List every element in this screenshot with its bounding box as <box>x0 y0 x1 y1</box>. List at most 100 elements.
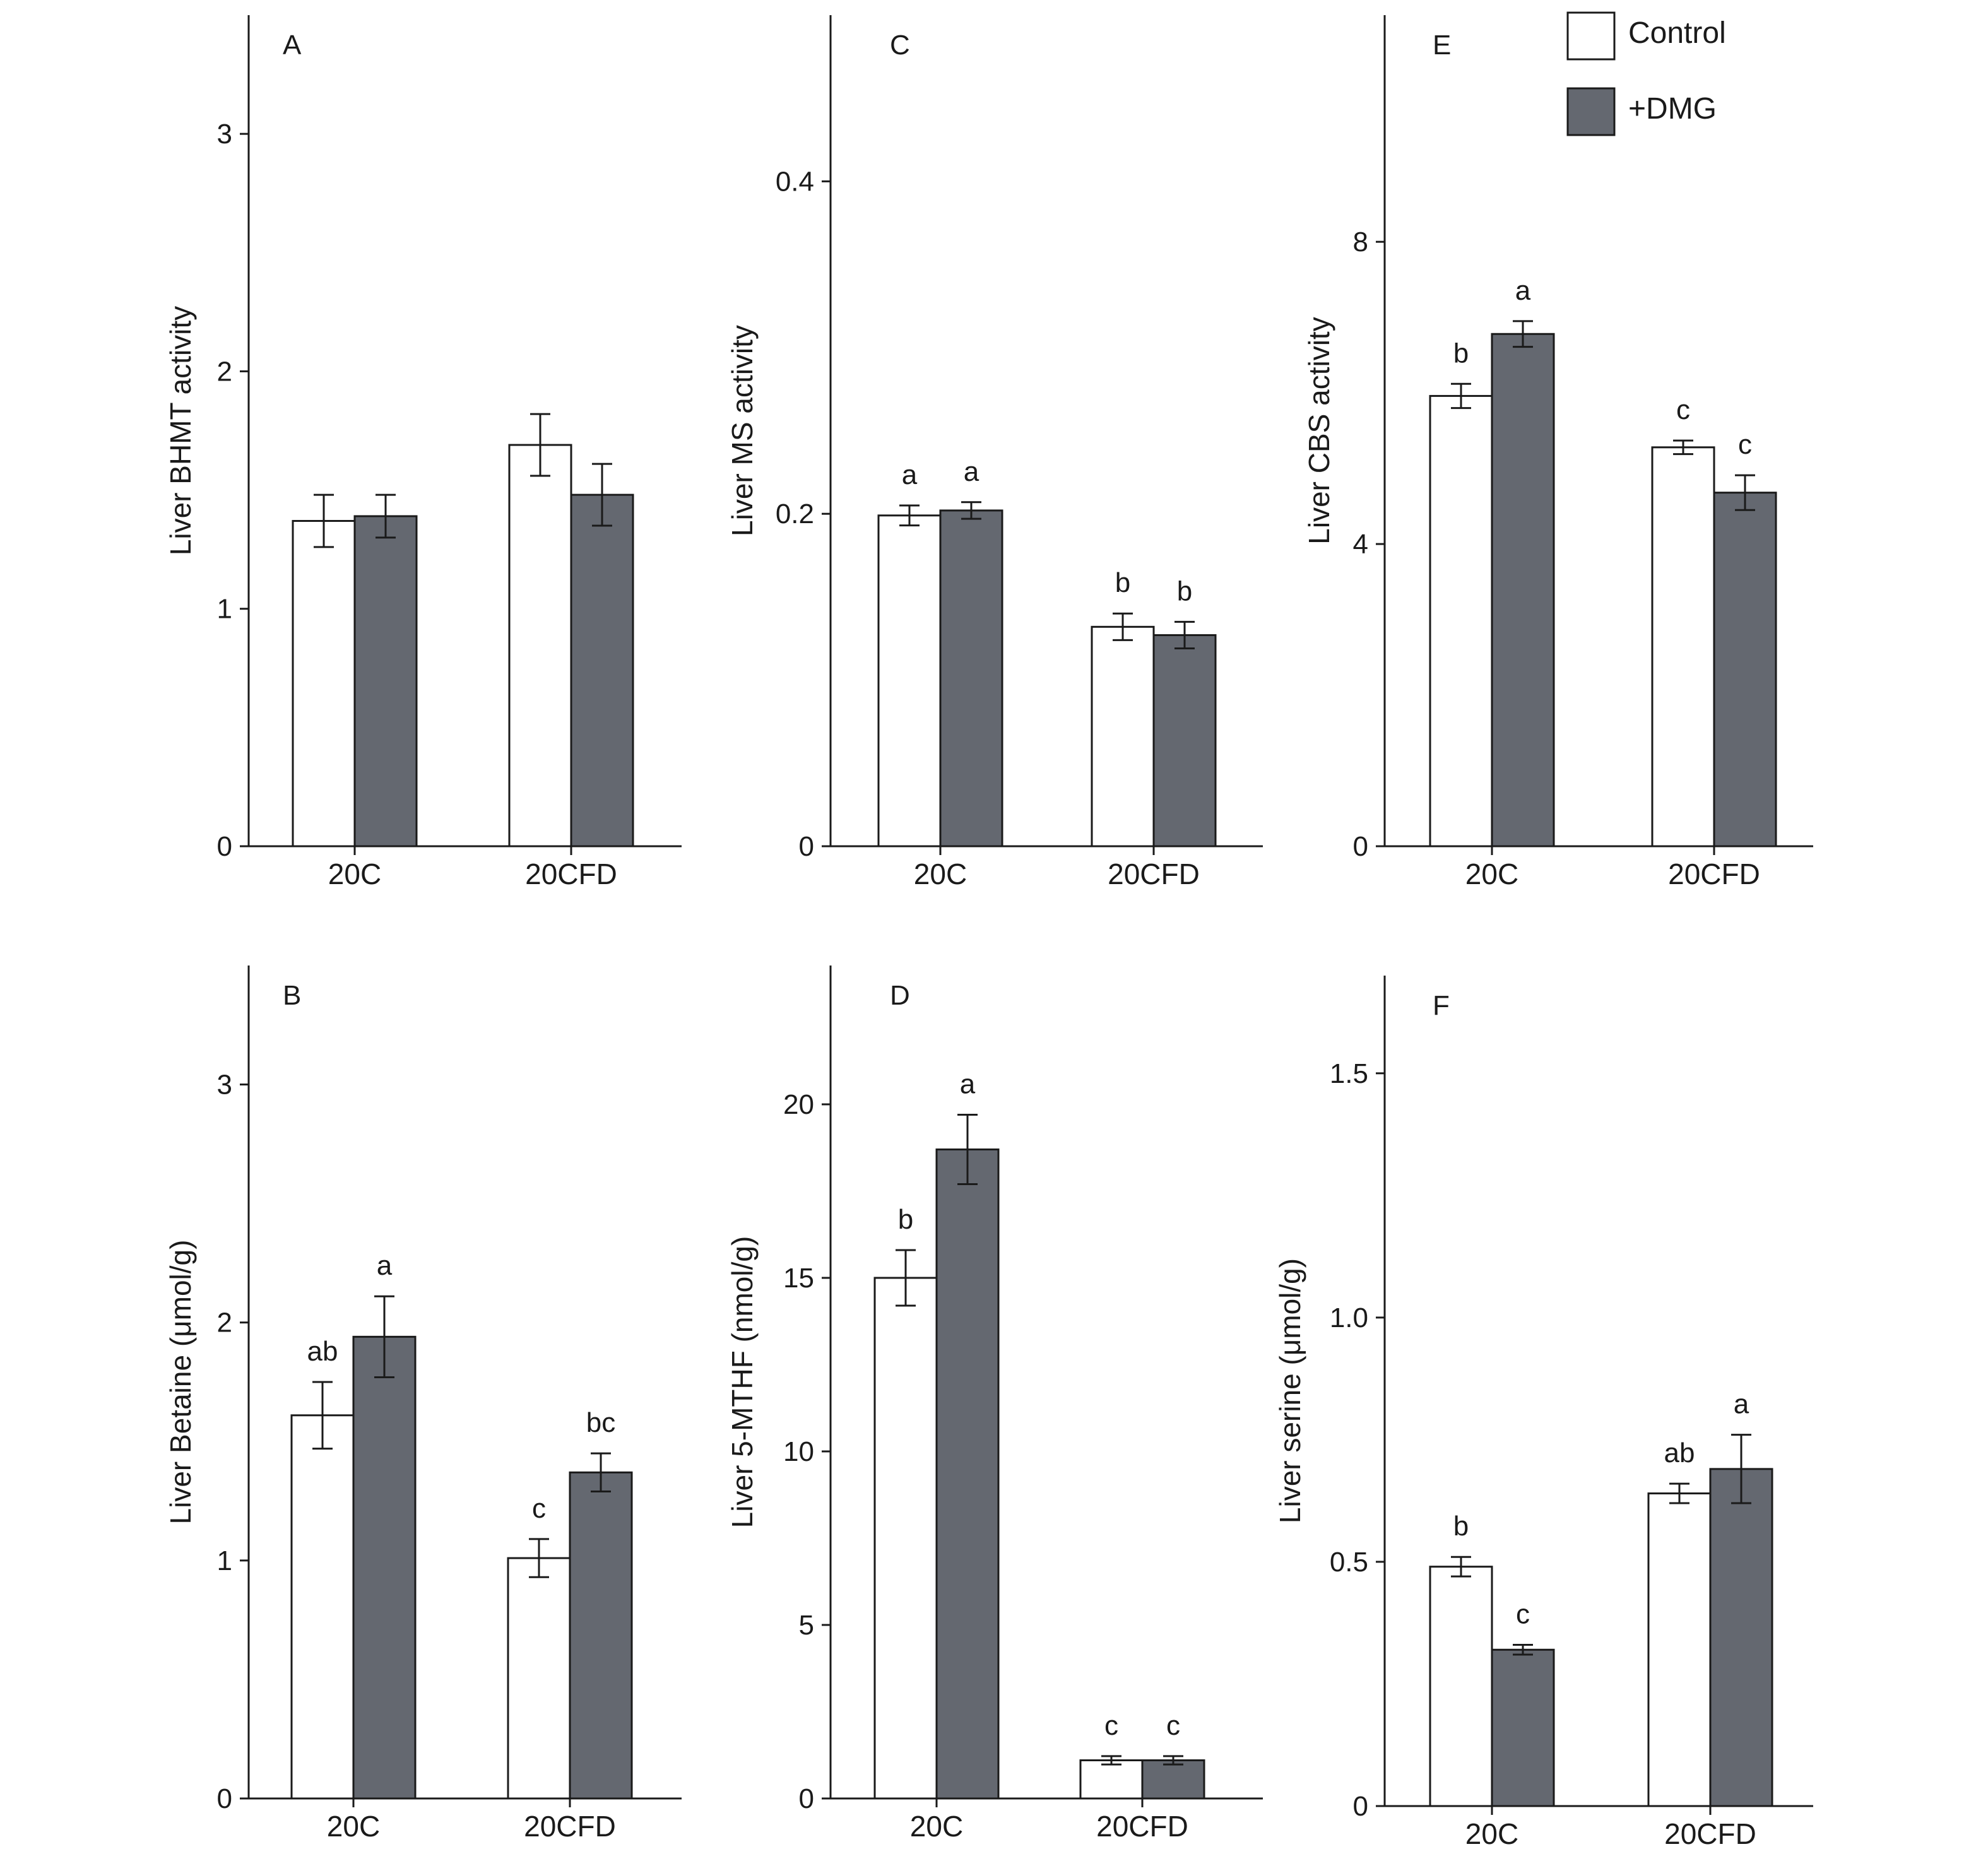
y-axis-label: Liver serine (μmol/g) <box>1274 1258 1306 1523</box>
legend: Control +DMG <box>1566 11 1726 136</box>
legend-swatch-control <box>1566 11 1616 61</box>
bar-control <box>292 519 356 847</box>
y-tick-label: 0 <box>217 1783 232 1814</box>
significance-label: a <box>377 1250 393 1281</box>
y-tick-label: 0 <box>217 831 232 862</box>
significance-label: c <box>1104 1710 1118 1741</box>
y-tick-label: 8 <box>1353 227 1368 257</box>
significance-label: b <box>1453 338 1469 369</box>
panel-D: 0 5 10 15 20 D Liver 5-MTHF (nmol/g) 20C b a 20CFD… <box>726 965 1263 1843</box>
bar-dmg <box>1491 333 1555 847</box>
bar-control <box>1091 625 1155 847</box>
y-axis-label: Liver MS activity <box>726 325 759 536</box>
y-tick-label: 15 <box>783 1263 814 1294</box>
y-tick-label: 2 <box>217 1308 232 1338</box>
y-axis-label: Liver BHMT activity <box>164 306 197 555</box>
bar-control <box>1429 394 1493 847</box>
bar-dmg <box>935 1149 1000 1800</box>
bar-control <box>1647 1492 1712 1807</box>
y-tick-label: 1 <box>217 1545 232 1576</box>
y-axis-label: Liver CBS activity <box>1303 317 1335 544</box>
bar-dmg <box>352 1335 417 1800</box>
y-tick-label: 0.2 <box>776 499 814 529</box>
panel-letter: C <box>890 30 910 61</box>
y-tick-label: 20 <box>783 1089 814 1120</box>
significance-label: c <box>1676 394 1690 425</box>
panel-B: 0 1 2 3 B Liver Betaine (μmol/g) 20C ab a 20CFD c b… <box>164 965 682 1843</box>
significance-label: b <box>1177 576 1192 606</box>
y-axis-label: Liver 5-MTHF (nmol/g) <box>726 1236 759 1528</box>
legend-swatch-dmg <box>1566 87 1616 136</box>
y-tick-label: 4 <box>1353 529 1368 560</box>
x-tick-label: 20CFD <box>1108 858 1200 890</box>
y-tick-label: 10 <box>783 1436 814 1467</box>
legend-label-dmg: +DMG <box>1628 92 1717 126</box>
significance-label: c <box>532 1493 546 1524</box>
panel-C: 0 0.2 0.4 C Liver MS activity 20C a a 20CFD b b <box>726 15 1263 890</box>
bar-dmg <box>353 515 418 847</box>
x-tick-label: 20C <box>328 858 381 890</box>
panel-letter: A <box>283 30 302 61</box>
significance-label: bc <box>586 1407 615 1438</box>
y-tick-label: 0 <box>799 831 814 862</box>
y-tick-label: 0 <box>799 1783 814 1814</box>
panel-letter: E <box>1433 30 1451 61</box>
significance-label: c <box>1166 1710 1180 1741</box>
x-tick-label: 20CFD <box>524 1810 616 1843</box>
bar-control <box>290 1414 355 1800</box>
y-tick-label: 3 <box>217 1070 232 1101</box>
significance-label: a <box>1515 275 1531 306</box>
y-tick-label: 0.5 <box>1330 1547 1368 1578</box>
y-tick-label: 1 <box>217 594 232 625</box>
significance-label: c <box>1516 1599 1530 1630</box>
x-tick-label: 20C <box>914 858 967 890</box>
y-tick-label: 0.4 <box>776 166 814 197</box>
significance-label: ab <box>307 1336 338 1367</box>
panel-letter: B <box>283 980 301 1011</box>
significance-label: c <box>1738 429 1752 460</box>
bar-dmg <box>1141 1759 1205 1800</box>
x-tick-label: 20C <box>327 1810 380 1843</box>
x-tick-label: 20CFD <box>1668 858 1760 890</box>
x-tick-label: 20C <box>1465 858 1518 890</box>
bar-control <box>1651 446 1715 847</box>
panel-letter: D <box>890 980 910 1011</box>
bar-control <box>1429 1566 1493 1807</box>
x-tick-label: 20CFD <box>1096 1810 1188 1843</box>
y-tick-label: 1.5 <box>1330 1058 1368 1089</box>
y-tick-label: 1.0 <box>1330 1302 1368 1333</box>
y-tick-label: 2 <box>217 356 232 387</box>
bar-dmg <box>1491 1648 1555 1807</box>
bar-dmg <box>1152 634 1217 847</box>
significance-label: b <box>898 1204 913 1235</box>
y-tick-label: 3 <box>217 119 232 150</box>
significance-label: b <box>1453 1511 1469 1542</box>
panel-letter: F <box>1433 990 1450 1021</box>
bar-dmg <box>939 509 1003 847</box>
y-tick-label: 0 <box>1353 831 1368 862</box>
panel-F: 0 0.5 1.0 1.5 F Liver serine (μmol/g) 20C b c 20C… <box>1274 976 1813 1850</box>
bar-dmg <box>569 1471 633 1800</box>
legend-label-control: Control <box>1628 16 1726 50</box>
significance-label: b <box>1115 567 1130 598</box>
significance-label: a <box>902 459 918 490</box>
significance-label: a <box>1734 1389 1749 1420</box>
panel-A: 0 1 2 3 A Liver BHMT activity 20C 20CFD <box>164 15 682 890</box>
y-tick-label: 0 <box>1353 1791 1368 1822</box>
bar-dmg <box>570 493 634 847</box>
x-tick-label: 20C <box>1465 1817 1518 1850</box>
significance-label: a <box>960 1069 976 1100</box>
significance-label: ab <box>1664 1438 1695 1468</box>
x-tick-label: 20CFD <box>1664 1817 1756 1850</box>
x-tick-label: 20C <box>910 1810 963 1843</box>
x-tick-label: 20CFD <box>525 858 617 890</box>
bar-control <box>507 1557 571 1800</box>
y-axis-label: Liver Betaine (μmol/g) <box>164 1240 197 1525</box>
bar-dmg <box>1713 492 1777 847</box>
bar-control <box>877 514 942 847</box>
bar-control <box>1079 1759 1144 1800</box>
bar-dmg <box>1709 1468 1773 1807</box>
bar-control <box>508 444 572 847</box>
